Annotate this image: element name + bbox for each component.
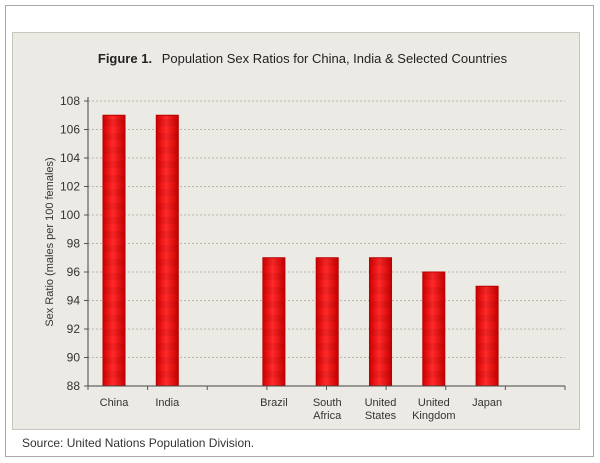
bar-shading bbox=[477, 287, 498, 385]
bar-shading bbox=[263, 258, 284, 385]
source-note: Source: United Nations Population Divisi… bbox=[22, 436, 255, 450]
x-tick-label: Africa bbox=[313, 410, 342, 422]
y-tick-label: 90 bbox=[67, 351, 81, 365]
x-tick-label: Brazil bbox=[260, 397, 288, 409]
figure-label: Figure 1. bbox=[97, 51, 153, 66]
x-tick-label: United bbox=[365, 397, 397, 409]
x-tick-label: States bbox=[365, 410, 397, 422]
x-tick-label: China bbox=[100, 397, 130, 409]
y-tick-label: 96 bbox=[67, 265, 81, 279]
y-tick-label: 100 bbox=[60, 208, 80, 222]
bar-shading bbox=[423, 273, 444, 385]
y-tick-label: 106 bbox=[60, 123, 80, 137]
y-tick-label: 98 bbox=[67, 237, 81, 251]
bar-shading bbox=[317, 258, 338, 385]
y-tick-label: 88 bbox=[67, 379, 81, 393]
bar-shading bbox=[157, 116, 178, 385]
y-tick-label: 104 bbox=[60, 151, 80, 165]
y-tick-label: 108 bbox=[60, 94, 80, 108]
y-tick-label: 92 bbox=[67, 322, 81, 336]
x-tick-label: Kingdom bbox=[412, 410, 455, 422]
x-tick-label: Japan bbox=[472, 397, 502, 409]
x-tick-label: United bbox=[418, 397, 450, 409]
bar-shading bbox=[370, 258, 391, 385]
bar-shading bbox=[104, 116, 124, 385]
y-axis-label: Sex Ratio (males per 100 females) bbox=[44, 157, 56, 326]
y-tick-label: 94 bbox=[67, 294, 81, 308]
y-tick-label: 102 bbox=[60, 180, 80, 194]
chart-title-block: Figure 1. Population Sex Ratios for Chin… bbox=[25, 51, 580, 66]
x-tick-label: India bbox=[155, 397, 180, 409]
chart-title: Population Sex Ratios for China, India &… bbox=[161, 51, 508, 66]
x-tick-label: South bbox=[313, 397, 342, 409]
